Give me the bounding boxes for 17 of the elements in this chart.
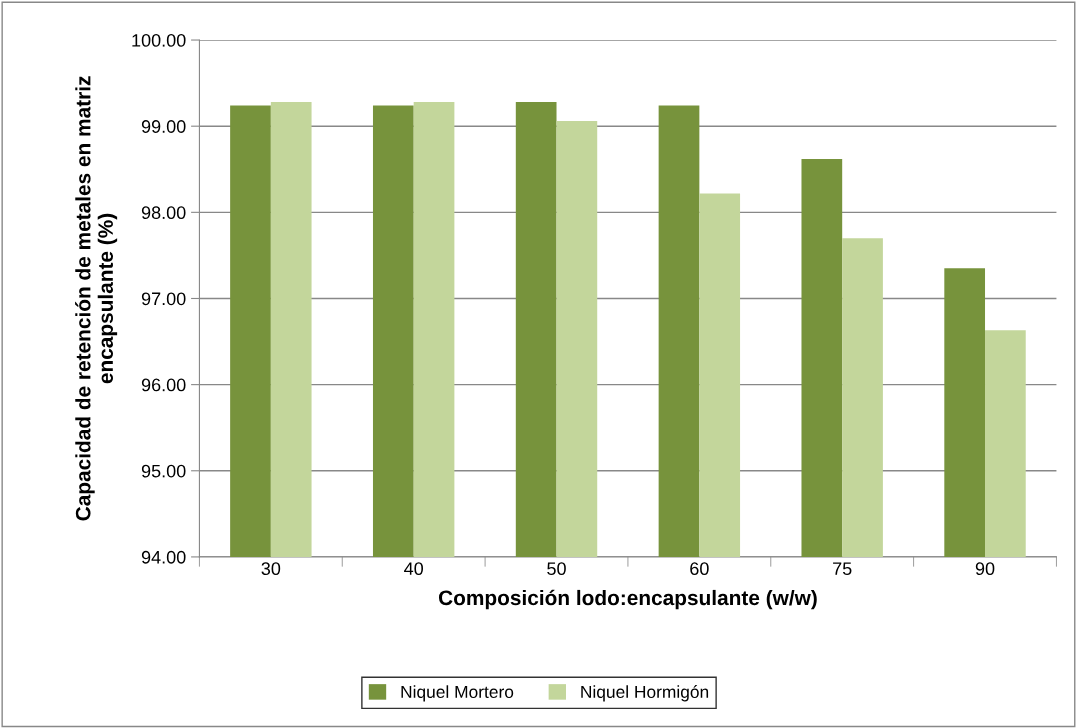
legend-label: Niquel Hormigón xyxy=(581,685,709,702)
y-tick-label: 98.00 xyxy=(141,206,186,220)
y-axis-title: Capacidad de retención de metales en matriz encapsulante (%) xyxy=(75,76,118,521)
x-tick-label: 75 xyxy=(833,562,852,576)
x-tick-label: 90 xyxy=(975,562,995,576)
y-tick-label: 100.00 xyxy=(132,33,186,47)
y-tick-label: 97.00 xyxy=(141,292,186,306)
x-tick-label: 60 xyxy=(690,562,709,576)
x-axis-title: Composición lodo:encapsulante (w/w) xyxy=(438,589,817,610)
x-tick-label: 50 xyxy=(547,562,566,576)
y-tick-label: 99.00 xyxy=(141,120,186,133)
legend-label: Niquel Mortero xyxy=(401,685,514,702)
y-tick-label: 96.00 xyxy=(141,378,186,392)
y-tick-label: 94.00 xyxy=(141,550,186,564)
x-tick-label: 40 xyxy=(404,562,424,576)
x-tick-label: 30 xyxy=(261,562,281,576)
y-tick-label: 95.00 xyxy=(141,464,186,478)
